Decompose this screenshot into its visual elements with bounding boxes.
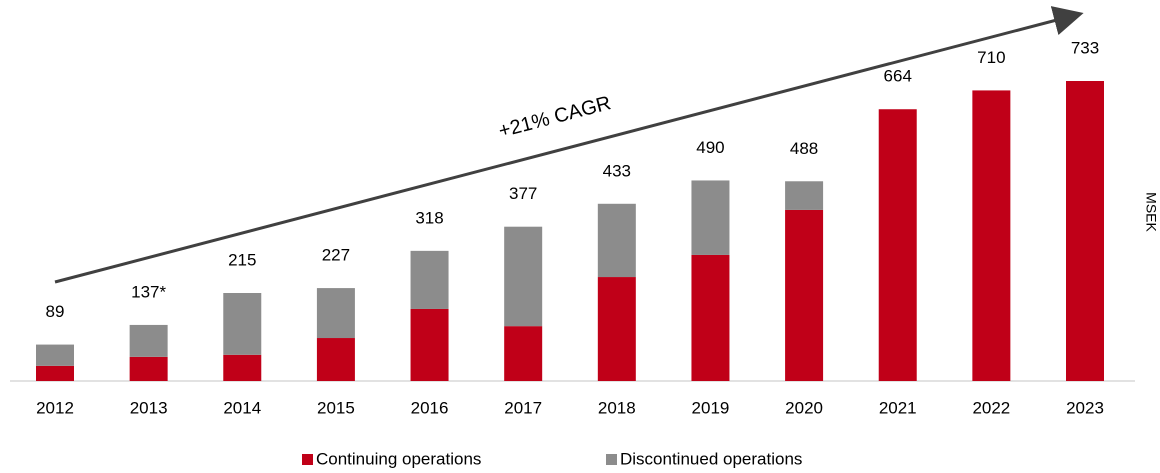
bar-segment <box>1066 81 1104 381</box>
bar-segment <box>972 90 1011 382</box>
bar-segment <box>597 277 636 381</box>
bar-segment <box>878 109 917 381</box>
bar-segment <box>504 226 543 327</box>
annotation: +21% CAGR <box>496 92 613 142</box>
x-tick-label: 2018 <box>598 398 636 417</box>
bar-segment <box>504 326 543 381</box>
y-axis-label: MSEK <box>1143 192 1159 232</box>
bar-segment <box>36 365 74 381</box>
bar-segment <box>129 324 168 357</box>
x-tick-label: 2013 <box>130 398 168 417</box>
data-label: 318 <box>415 208 443 227</box>
x-tick-label: 2016 <box>411 398 449 417</box>
x-tick-label: 2012 <box>36 398 74 417</box>
data-label: 89 <box>46 302 65 321</box>
data-label: 664 <box>884 67 912 86</box>
x-tick-label: 2015 <box>317 398 355 417</box>
x-tick-label: 2014 <box>223 398 261 417</box>
bar-segment <box>223 354 262 381</box>
bar-segment <box>410 250 449 309</box>
bar-segment <box>691 180 730 255</box>
x-tick-label: 2017 <box>504 398 542 417</box>
data-label: 710 <box>977 48 1005 67</box>
bar-segment <box>597 203 636 278</box>
data-label: 227 <box>322 246 350 265</box>
bar-segment <box>785 181 824 210</box>
data-label: 215 <box>228 250 256 269</box>
x-tick-label: 2019 <box>692 398 730 417</box>
x-tick-label: 2023 <box>1066 398 1104 417</box>
bar-segment <box>316 288 355 339</box>
trend-arrow <box>54 6 1084 284</box>
legend-label: Continuing operations <box>316 449 481 468</box>
bar-segment <box>785 209 824 381</box>
bar-segment <box>223 293 262 355</box>
data-label: 733 <box>1071 38 1099 57</box>
data-label: 433 <box>603 161 631 180</box>
bar-segment <box>691 254 730 381</box>
bar-segment <box>36 344 74 366</box>
data-label: 488 <box>790 139 818 158</box>
bar-segment <box>410 308 449 381</box>
legend-swatch <box>302 454 313 465</box>
legend-label: Discontinued operations <box>620 449 802 468</box>
bar-segment <box>129 356 168 381</box>
data-label: 490 <box>696 138 724 157</box>
x-tick-label: 2020 <box>785 398 823 417</box>
x-tick-label: 2022 <box>972 398 1010 417</box>
data-label: 137* <box>131 282 166 301</box>
bar-segment <box>316 338 355 381</box>
data-label: 377 <box>509 184 537 203</box>
x-tick-label: 2021 <box>879 398 917 417</box>
legend-swatch <box>606 454 617 465</box>
